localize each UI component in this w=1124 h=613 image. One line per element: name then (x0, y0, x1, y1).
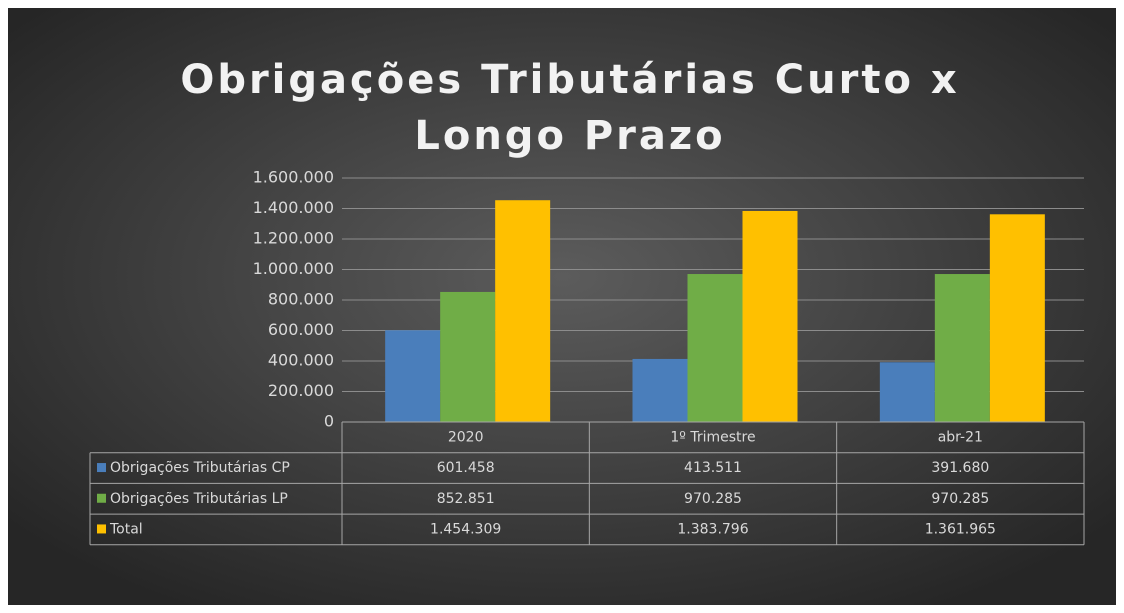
table-value: 413.511 (684, 460, 742, 476)
table-value: 852.851 (437, 491, 495, 507)
y-tick-label: 1.400.000 (253, 198, 334, 217)
bar (440, 291, 496, 422)
legend-swatch (97, 524, 106, 534)
bar (742, 210, 798, 422)
bar (495, 200, 551, 422)
legend-label: Total (109, 521, 143, 537)
bar (385, 330, 441, 422)
y-tick-label: 400.000 (268, 351, 334, 370)
x-tick-label: 1º Trimestre (670, 429, 755, 445)
table-value: 1.361.965 (925, 521, 996, 537)
y-tick-label: 1.600.000 (253, 168, 334, 187)
table-value: 601.458 (437, 460, 495, 476)
x-tick-label: 2020 (448, 429, 484, 445)
legend-swatch (97, 463, 106, 473)
table-value: 1.454.309 (430, 521, 501, 537)
chart-background (8, 8, 1116, 605)
table-value: 391.680 (931, 460, 989, 476)
y-tick-label: 600.000 (268, 320, 334, 339)
bar (632, 358, 688, 422)
table-value: 970.285 (931, 491, 989, 507)
y-tick-label: 1.000.000 (253, 259, 334, 278)
x-tick-label: abr-21 (938, 429, 983, 445)
bar (879, 362, 935, 422)
y-tick-label: 200.000 (268, 381, 334, 400)
y-tick-label: 800.000 (268, 290, 334, 309)
y-tick-label: 0 (324, 412, 334, 431)
legend-swatch (97, 493, 106, 503)
chart-title: Obrigações Tributárias Curto x Longo Pra… (180, 57, 960, 159)
legend-label: Obrigações Tributárias LP (110, 491, 288, 507)
bar (934, 274, 990, 422)
bar (687, 274, 743, 422)
table-value: 970.285 (684, 491, 742, 507)
legend-label: Obrigações Tributárias CP (110, 460, 290, 476)
bar (989, 214, 1045, 422)
y-tick-label: 1.200.000 (253, 229, 334, 248)
table-value: 1.383.796 (677, 521, 748, 537)
